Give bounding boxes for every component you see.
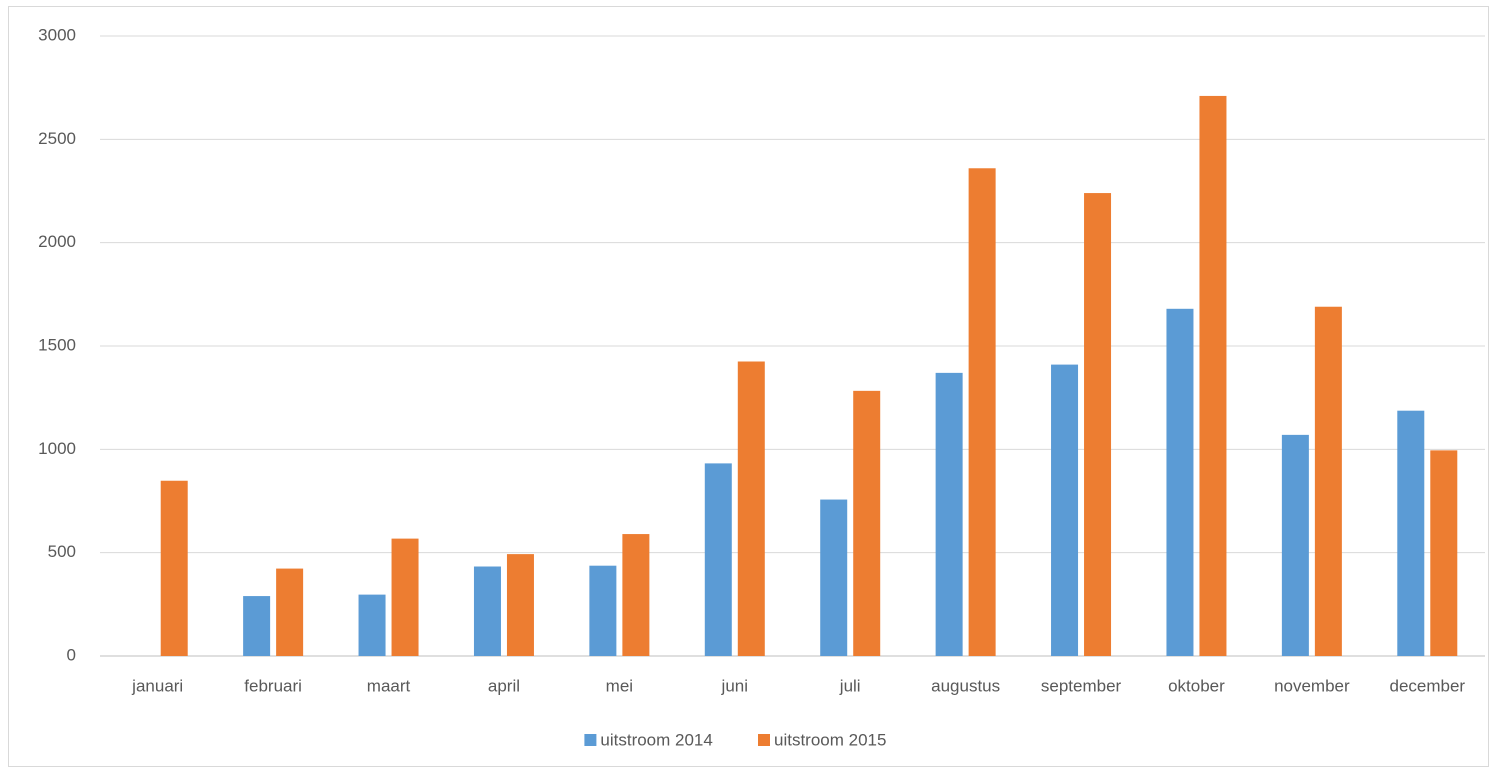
bar — [968, 168, 996, 656]
legend-label: uitstroom 2015 — [774, 730, 886, 749]
bar — [391, 538, 419, 656]
bar — [1281, 434, 1309, 656]
x-tick-label: januari — [131, 676, 183, 695]
bar — [1084, 193, 1112, 657]
bar — [506, 554, 534, 656]
x-tick-label: oktober — [1168, 676, 1225, 695]
bar — [1166, 308, 1194, 656]
y-tick-label: 0 — [67, 645, 76, 664]
y-tick-label: 500 — [48, 542, 76, 561]
x-tick-label: maart — [367, 676, 411, 695]
bar — [243, 596, 271, 656]
bar — [358, 594, 386, 656]
legend-label: uitstroom 2014 — [600, 730, 712, 749]
bar — [1051, 364, 1079, 656]
y-tick-label: 2500 — [38, 129, 76, 148]
bar — [160, 480, 188, 656]
bar — [820, 499, 848, 656]
bar — [1314, 306, 1342, 656]
x-tick-label: juli — [839, 676, 861, 695]
bar — [853, 390, 881, 656]
bar — [935, 372, 963, 656]
x-tick-label: juni — [721, 676, 748, 695]
y-tick-label: 1500 — [38, 335, 76, 354]
bar — [737, 361, 765, 656]
x-tick-label: mei — [606, 676, 633, 695]
bar — [704, 463, 732, 656]
legend-swatch — [758, 734, 770, 746]
bar — [276, 568, 304, 656]
y-tick-label: 3000 — [38, 25, 76, 44]
bar — [622, 534, 650, 656]
bar — [1199, 95, 1227, 656]
x-tick-label: februari — [244, 676, 302, 695]
y-tick-label: 2000 — [38, 232, 76, 251]
x-tick-label: april — [488, 676, 520, 695]
x-tick-label: december — [1389, 676, 1465, 695]
legend-swatch — [584, 734, 597, 746]
bar — [1397, 410, 1425, 656]
y-tick-label: 1000 — [38, 439, 76, 458]
bar — [589, 565, 617, 656]
x-tick-label: augustus — [931, 676, 1000, 695]
x-tick-label: september — [1041, 676, 1122, 695]
bar — [473, 566, 501, 656]
x-tick-label: november — [1274, 676, 1350, 695]
bar — [1430, 450, 1458, 656]
